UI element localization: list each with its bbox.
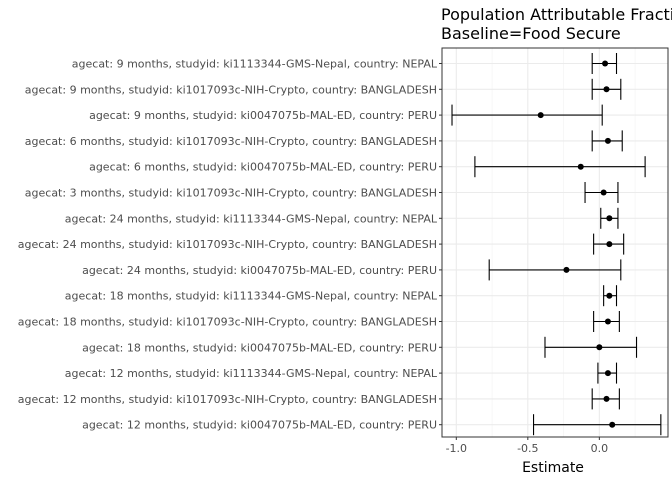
estimate-point (537, 112, 544, 119)
estimate-point (609, 421, 616, 428)
plot-panel (441, 47, 669, 438)
estimate-point (603, 86, 610, 93)
x-tick-label: 0.0 (591, 442, 609, 455)
category-label: agecat: 24 months, studyid: ki1113344-GM… (65, 212, 438, 225)
category-label: agecat: 9 months, studyid: ki0047075b-MA… (89, 109, 437, 122)
estimate-point (606, 292, 613, 299)
category-label: agecat: 12 months, studyid: ki1113344-GM… (65, 367, 438, 380)
category-labels: agecat: 9 months, studyid: ki1113344-GMS… (18, 58, 442, 432)
category-label: agecat: 6 months, studyid: ki0047075b-MA… (89, 161, 437, 174)
category-label: agecat: 12 months, studyid: ki0047075b-M… (82, 419, 437, 432)
x-tick-label: -0.5 (517, 442, 538, 455)
estimate-point (600, 189, 607, 196)
estimate-point (604, 137, 611, 144)
category-label: agecat: 12 months, studyid: ki1017093c-N… (18, 393, 437, 406)
category-label: agecat: 3 months, studyid: ki1017093c-NI… (25, 187, 437, 200)
estimate-point (606, 241, 613, 248)
category-label: agecat: 18 months, studyid: ki1113344-GM… (65, 290, 438, 303)
estimate-point (606, 215, 613, 222)
chart-title-line-2: Baseline=Food Secure (441, 24, 621, 43)
category-label: agecat: 24 months, studyid: ki1017093c-N… (18, 238, 437, 251)
category-label: agecat: 24 months, studyid: ki0047075b-M… (82, 264, 437, 277)
x-axis-ticks: -1.0 -0.5 0.0 (446, 437, 609, 455)
category-label: agecat: 18 months, studyid: ki1017093c-N… (18, 316, 437, 329)
estimate-point (604, 318, 611, 325)
category-label: agecat: 18 months, studyid: ki0047075b-M… (82, 341, 437, 354)
estimate-points (537, 60, 616, 428)
x-tick-label: -1.0 (446, 442, 467, 455)
estimate-point (604, 370, 611, 377)
estimate-point (602, 60, 609, 67)
estimate-point (603, 395, 610, 402)
estimate-point (577, 163, 584, 170)
x-axis-title: Estimate (522, 460, 584, 476)
grid-lines (442, 48, 668, 437)
estimate-point (563, 266, 570, 273)
category-label: agecat: 9 months, studyid: ki1113344-GMS… (72, 58, 438, 71)
category-label: agecat: 9 months, studyid: ki1017093c-NI… (25, 83, 437, 96)
category-label: agecat: 6 months, studyid: ki1017093c-NI… (25, 135, 437, 148)
estimate-point (596, 344, 603, 351)
chart-title-line-1: Population Attributable Fraction (441, 5, 672, 24)
